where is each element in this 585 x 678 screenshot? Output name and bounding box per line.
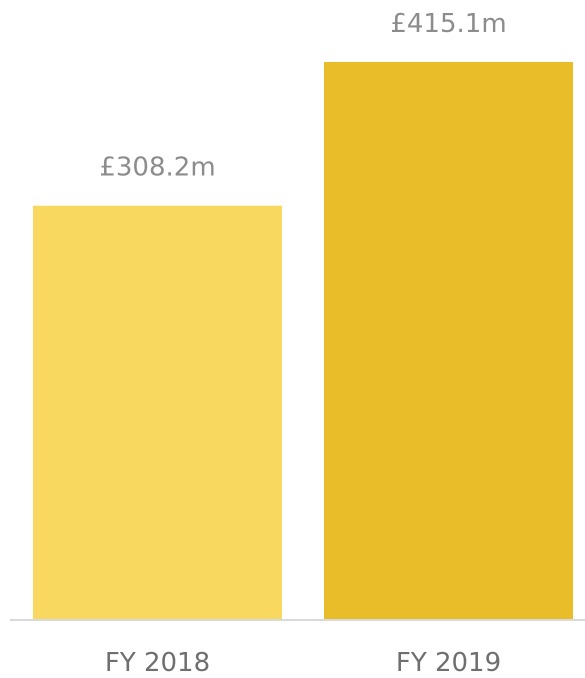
x-tick-label: FY 2018 — [105, 648, 210, 678]
x-tick-label: FY 2019 — [396, 648, 501, 678]
bar-fy-2019 — [324, 62, 573, 620]
data-label: £308.2m — [99, 153, 215, 183]
value-labels-group: £308.2m £415.1m — [99, 9, 506, 183]
category-labels-group: FY 2018 FY 2019 — [105, 648, 501, 678]
data-label: £415.1m — [390, 9, 506, 39]
bars-group — [33, 62, 573, 620]
bar-fy-2018 — [33, 205, 282, 620]
